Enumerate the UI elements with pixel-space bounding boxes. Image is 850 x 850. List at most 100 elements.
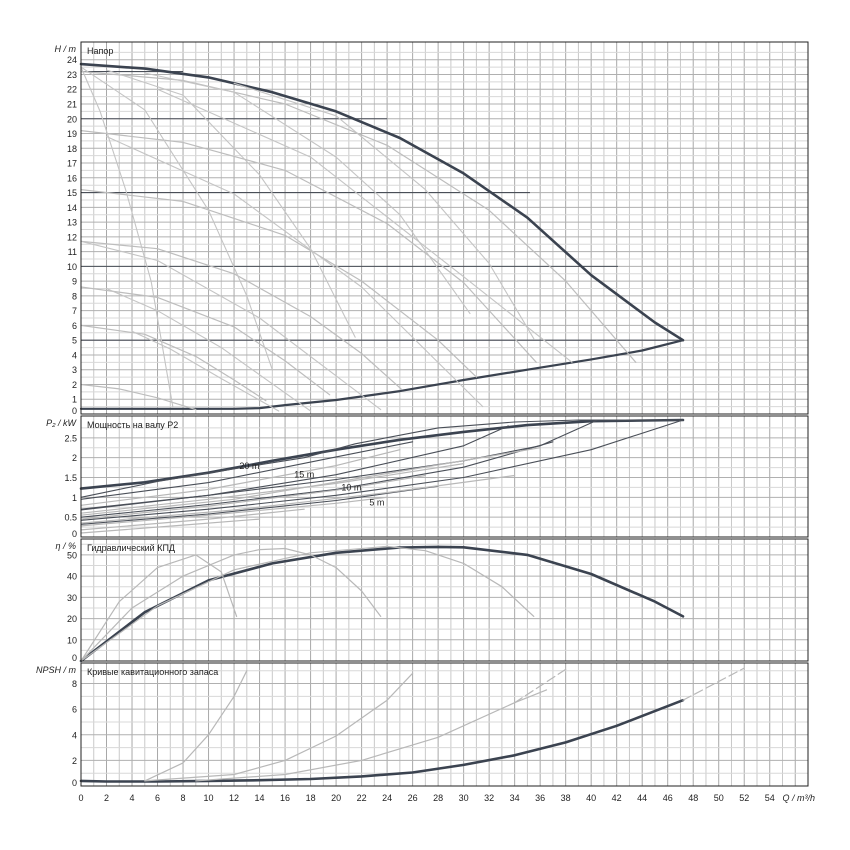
head-series-efficiency-11 — [105, 69, 356, 338]
head-ytick-label: 24 — [67, 55, 77, 65]
head-ytick-label: 11 — [68, 247, 77, 257]
efficiency-series-light-2 — [80, 547, 382, 662]
power-series-light-9 — [80, 463, 465, 514]
power-series-dark-7 — [80, 419, 684, 521]
head-series-efficiency-15 — [105, 287, 312, 412]
npsh-ytick-label: 8 — [72, 679, 77, 689]
x-tick-label: 24 — [382, 793, 392, 803]
head-ytick-label: 12 — [67, 232, 77, 242]
efficiency-ytick-label: 0 — [72, 653, 77, 663]
x-tick-label: 34 — [510, 793, 520, 803]
power-y-axis-label: P₂ / kW — [46, 418, 77, 428]
x-tick-label: 10 — [204, 793, 214, 803]
power-annotation-label: 10 m — [341, 483, 361, 493]
grid-layer — [81, 42, 808, 786]
x-tick-label: 54 — [765, 793, 775, 803]
power-series-light-15 — [80, 474, 516, 524]
power-ytick-label: 0.5 — [64, 513, 77, 523]
npsh-series-light-3 — [195, 689, 548, 782]
power-ytick-label: 1.5 — [64, 473, 77, 483]
npsh-panel-title: Кривые кавитационного запаса — [87, 667, 218, 677]
x-tick-label: 36 — [535, 793, 545, 803]
power-series-light-14 — [80, 447, 541, 516]
head-ytick-label: 13 — [67, 218, 77, 228]
head-series-efficiency-10 — [80, 66, 273, 371]
x-tick-label: 26 — [408, 793, 418, 803]
head-ytick-label: 19 — [67, 129, 77, 139]
efficiency-panel-frame — [80, 538, 809, 662]
x-tick-label: 18 — [306, 793, 316, 803]
x-tick-label: 48 — [688, 793, 698, 803]
x-tick-label: 38 — [561, 793, 571, 803]
head-ytick-label: 23 — [67, 70, 77, 80]
power-ytick-label: 2 — [72, 453, 77, 463]
x-tick-label: 42 — [612, 793, 622, 803]
head-panel-frame — [80, 41, 809, 415]
head-series-min-1 — [79, 339, 685, 410]
head-ytick-label: 10 — [67, 262, 77, 272]
x-tick-label: 16 — [280, 793, 290, 803]
x-tick-label: 28 — [433, 793, 443, 803]
npsh-panel-frame — [80, 662, 809, 787]
power-annotation-label: 20 m — [239, 461, 259, 471]
efficiency-ytick-label: 10 — [67, 635, 77, 645]
head-series-efficiency-17 — [105, 135, 484, 408]
head-series-max-0 — [79, 62, 685, 342]
power-panel-title: Мощность на валу P2 — [87, 420, 178, 430]
efficiency-ytick-label: 50 — [67, 550, 77, 560]
npsh-ytick-label: 6 — [72, 705, 77, 715]
efficiency-series-light-3 — [80, 545, 535, 662]
head-series-efficiency-12 — [144, 72, 471, 315]
power-ytick-label: 0 — [72, 529, 77, 539]
head-ytick-label: 7 — [72, 306, 77, 316]
x-tick-label: 14 — [255, 793, 265, 803]
efficiency-panel-title: Гидравлический КПД — [87, 543, 175, 553]
power-series-light-8 — [80, 449, 401, 506]
head-ytick-label: 14 — [67, 203, 77, 213]
head-series-speed-5 — [80, 240, 402, 390]
head-ytick-label: 15 — [67, 188, 77, 198]
head-series-speed-4 — [80, 189, 477, 378]
head-series-speed-3 — [80, 130, 537, 363]
x-tick-label: 8 — [181, 793, 186, 803]
power-annotation-label: 5 m — [369, 497, 384, 507]
power-series-dark-1 — [80, 441, 414, 500]
head-ytick-label: 17 — [67, 159, 77, 169]
x-tick-label: 0 — [78, 793, 83, 803]
power-series-dark-3 — [80, 441, 554, 518]
efficiency-y-axis-label: η / % — [55, 541, 76, 551]
head-panel-title: Напор — [87, 46, 113, 56]
head-series-efficiency-13 — [233, 82, 535, 340]
x-tick-label: 52 — [739, 793, 749, 803]
power-series-light-13 — [80, 518, 261, 534]
efficiency-series-max-0 — [79, 545, 685, 663]
head-ytick-label: 4 — [72, 350, 77, 360]
x-tick-label: 32 — [484, 793, 494, 803]
head-ytick-label: 16 — [67, 173, 77, 183]
head-series-efficiency-9 — [80, 66, 174, 408]
npsh-series-light-2 — [144, 672, 414, 782]
npsh-series-light_dashed-4 — [514, 668, 567, 704]
npsh-ytick-label: 0 — [72, 778, 77, 788]
head-series-efficiency-16 — [80, 240, 382, 411]
power-series-light-12 — [80, 508, 305, 531]
head-series-speed-6 — [80, 286, 331, 396]
efficiency-ytick-label: 20 — [67, 614, 77, 624]
power-ytick-label: 2.5 — [64, 433, 77, 443]
npsh-series-max-0 — [79, 698, 685, 783]
power-series-dark-4 — [80, 485, 439, 525]
head-ytick-label: 1 — [72, 395, 77, 405]
x-tick-label: 40 — [586, 793, 596, 803]
npsh-series-light-1 — [144, 670, 248, 782]
power-series-light-10 — [80, 474, 426, 520]
power-series-light-11 — [80, 496, 388, 527]
power-series-dark-5 — [80, 419, 684, 498]
efficiency-ytick-label: 30 — [67, 593, 77, 603]
head-ytick-label: 8 — [72, 291, 77, 301]
npsh-ytick-label: 2 — [72, 756, 77, 766]
power-series-max-0 — [79, 418, 685, 490]
x-tick-label: 50 — [714, 793, 724, 803]
x-tick-label: 6 — [155, 793, 160, 803]
series-layer — [79, 62, 745, 783]
